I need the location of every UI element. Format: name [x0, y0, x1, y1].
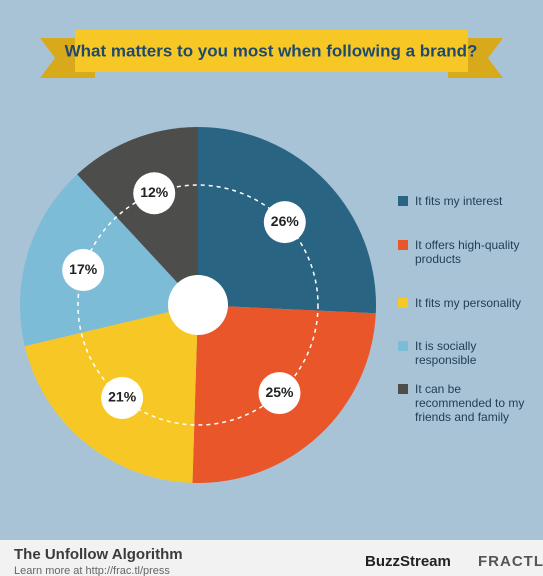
label-bubble	[133, 172, 176, 215]
legend-label: It can be recommended to my friends and …	[415, 382, 525, 424]
legend-swatch	[398, 298, 408, 308]
label-bubble	[258, 372, 301, 415]
footer-title: The Unfollow Algorithm	[14, 546, 183, 563]
legend-swatch	[398, 240, 408, 250]
legend-item: It offers high-quality products	[398, 238, 538, 266]
legend-swatch	[398, 341, 408, 351]
chart-title: What matters to you most when following …	[65, 41, 478, 60]
dashed-ring	[77, 184, 319, 426]
data-label: 26%	[271, 213, 300, 229]
brand: FRACTL	[478, 553, 543, 570]
label-bubble	[62, 249, 105, 292]
legend-swatch	[398, 196, 408, 206]
legend-item: It is socially responsible	[398, 339, 538, 367]
legend-label: It fits my personality	[415, 296, 522, 310]
legend-label: It fits my interest	[415, 194, 503, 208]
legend-label: It offers high-quality products	[415, 238, 520, 266]
footer: The Unfollow Algorithm Learn more at htt…	[0, 540, 543, 576]
data-label: 21%	[108, 389, 137, 405]
data-label: 25%	[265, 384, 294, 400]
center-hole	[168, 275, 228, 335]
legend-label: It is socially responsible	[415, 339, 477, 367]
pie-slice	[77, 126, 198, 305]
legend-item: It fits my interest	[398, 194, 538, 208]
footer-link: Learn more at http://frac.tl/press	[14, 565, 170, 576]
brand: BuzzStream	[365, 553, 451, 570]
chart: What matters to you most when following …	[20, 30, 503, 484]
pie-slice	[20, 174, 198, 347]
label-bubble	[263, 201, 306, 244]
banner	[75, 30, 468, 72]
legend-swatch	[398, 384, 408, 394]
label-bubble	[101, 376, 144, 419]
data-label: 12%	[140, 184, 169, 200]
legend-item: It fits my personality	[398, 296, 538, 310]
data-label: 17%	[69, 261, 98, 277]
legend-item: It can be recommended to my friends and …	[398, 382, 538, 424]
